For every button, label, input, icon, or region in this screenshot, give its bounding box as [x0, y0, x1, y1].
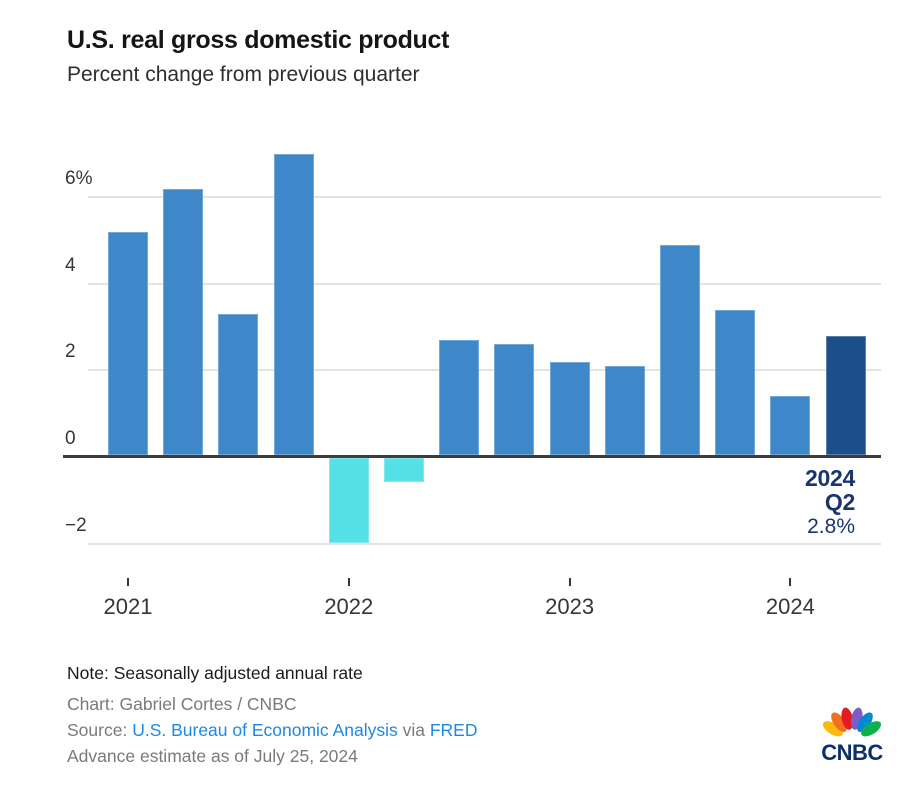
source-link-bea[interactable]: U.S. Bureau of Economic Analysis — [132, 720, 398, 740]
gridline-6 — [88, 196, 881, 199]
bar-2024-q2 — [825, 335, 866, 455]
bar-2024-q1 — [770, 396, 811, 455]
highlight-annotation: 2024 Q2 2.8% — [805, 466, 855, 539]
annotation-quarter: Q2 — [824, 489, 855, 515]
footer-note: Note: Seasonally adjusted annual rate — [67, 663, 363, 683]
footer-credit: Chart: Gabriel Cortes / CNBC — [67, 694, 297, 714]
cnbc-peacock-icon — [822, 707, 882, 737]
y-axis-label-2: 2 — [65, 341, 76, 363]
x-axis-tick-2023 — [568, 578, 571, 586]
bar-2021-q4 — [273, 153, 314, 455]
zero-baseline — [63, 455, 881, 458]
y-axis-label--2: −2 — [65, 514, 87, 536]
bar-2023-q4 — [715, 309, 756, 455]
annotation-year: 2024 — [805, 465, 855, 491]
chart-subtitle: Percent change from previous quarter — [67, 63, 420, 86]
footer-estimate: Advance estimate as of July 25, 2024 — [67, 746, 358, 766]
gridline-4 — [88, 282, 881, 285]
cnbc-wordmark: CNBC — [821, 740, 883, 765]
bar-2021-q3 — [218, 314, 259, 455]
gridline--2 — [88, 542, 881, 545]
bar-2022-q3 — [439, 340, 480, 455]
chart-title: U.S. real gross domestic product — [67, 26, 450, 54]
bar-2023-q2 — [604, 366, 645, 455]
bar-2021-q1 — [108, 231, 148, 455]
x-axis-tick-2021 — [127, 578, 129, 586]
gridline-2 — [88, 369, 881, 372]
bar-2023-q3 — [660, 244, 700, 455]
x-axis-tick-2022 — [347, 578, 350, 586]
x-axis-tick-2024 — [789, 578, 792, 586]
x-axis-label-2023: 2023 — [545, 594, 595, 619]
x-axis-label-2021: 2021 — [103, 594, 153, 619]
annotation-value: 2.8% — [807, 515, 855, 538]
x-axis-label-2024: 2024 — [765, 594, 815, 619]
y-axis-label-0: 0 — [65, 428, 76, 449]
bar-2022-q1 — [328, 458, 369, 543]
bar-2021-q2 — [163, 188, 204, 455]
y-axis-label-4: 4 — [65, 254, 76, 276]
bar-2022-q4 — [494, 344, 535, 455]
bar-2022-q2 — [384, 458, 424, 482]
footer-source: Source: U.S. Bureau of Economic Analysis… — [67, 720, 767, 741]
source-link-fred[interactable]: FRED — [429, 720, 478, 740]
x-axis-label-2022: 2022 — [324, 594, 374, 619]
cnbc-logo: CNBC — [818, 700, 886, 764]
source-via: via — [397, 720, 430, 740]
bar-2023-q1 — [549, 361, 590, 455]
source-label: Source: — [67, 720, 133, 740]
y-axis-label-6: 6% — [65, 168, 93, 190]
